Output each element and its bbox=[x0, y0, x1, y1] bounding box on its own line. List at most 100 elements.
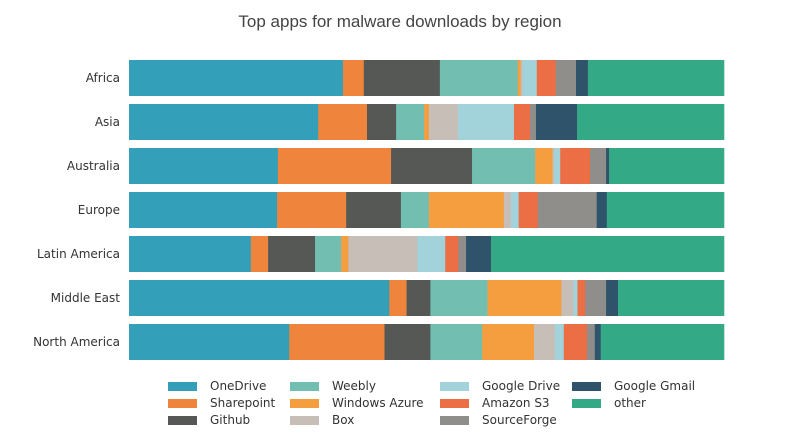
legend-item-sourceforge[interactable]: SourceForge bbox=[440, 412, 557, 428]
legend-item-box[interactable]: Box bbox=[290, 412, 354, 428]
bars-group: Africa – OneDrive: 36Africa – Sharepoint… bbox=[129, 60, 725, 360]
bar-segment-windows-azure: North America – Windows Azure: 8.7 bbox=[482, 324, 535, 360]
bar-segment-weebly: Middle East – Weebly: 9.6 bbox=[430, 280, 488, 316]
legend-item-github[interactable]: Github bbox=[168, 412, 250, 428]
bar-segment-google-gmail: Australia – Google Gmail: 0.5 bbox=[606, 148, 610, 184]
bar-segment-weebly: Europe – Weebly: 4.7 bbox=[400, 192, 430, 228]
bar-segment-sharepoint: Europe – Sharepoint: 11.6 bbox=[277, 192, 347, 228]
legend-item-weebly[interactable]: Weebly bbox=[290, 378, 376, 394]
legend-label: Weebly bbox=[332, 379, 376, 393]
legend-label: Windows Azure bbox=[332, 396, 424, 410]
bar-segment-other: Australia – other: 19.3 bbox=[609, 148, 725, 184]
legend-swatch bbox=[168, 381, 197, 391]
legend-label: Amazon S3 bbox=[482, 396, 550, 410]
bar-segment-other: Asia – other: 24.7 bbox=[577, 104, 725, 140]
legend-swatch bbox=[572, 381, 601, 391]
bar-segment-google-gmail: Europe – Google Gmail: 1.7 bbox=[596, 192, 608, 228]
legend-swatch bbox=[440, 398, 469, 408]
bar-segment-amazon-s3: Asia – Amazon S3: 2.7 bbox=[513, 104, 531, 140]
bar-segment-google-drive: Europe – Google Drive: 1.3 bbox=[510, 192, 520, 228]
bar-segment-google-gmail: Latin America – Google Gmail: 4.2 bbox=[466, 236, 492, 272]
y-tick-label: Africa bbox=[86, 71, 120, 85]
bar-segment-windows-azure: Latin America – Windows Azure: 1.2 bbox=[341, 236, 349, 272]
legend-swatch bbox=[168, 398, 197, 408]
legend-item-google-gmail[interactable]: Google Gmail bbox=[572, 378, 695, 394]
bar-segment-google-gmail: Africa – Google Gmail: 2 bbox=[575, 60, 589, 96]
legend-label: OneDrive bbox=[210, 379, 267, 393]
bar-segment-other: Middle East – other: 17.8 bbox=[617, 280, 725, 316]
bar-segment-google-drive: North America – Google Drive: 1.5 bbox=[554, 324, 565, 360]
bar-segment-sourceforge: Europe – SourceForge: 9.9 bbox=[537, 192, 597, 228]
bar-segment-sharepoint: Africa – Sharepoint: 3.5 bbox=[342, 60, 365, 96]
bar-row-middle-east: Middle East – OneDrive: 43.7Middle East … bbox=[129, 280, 725, 316]
bar-segment-google-drive: Australia – Google Drive: 1 bbox=[554, 148, 561, 184]
legend-label: other bbox=[614, 396, 646, 410]
bar-segment-windows-azure: Africa – Windows Azure: 0.5 bbox=[517, 60, 522, 96]
bar-segment-sharepoint: Australia – Sharepoint: 19 bbox=[277, 148, 392, 184]
bar-segment-other: Latin America – other: 39.2 bbox=[490, 236, 725, 272]
bar-segment-weebly: Australia – Weebly: 10.6 bbox=[472, 148, 536, 184]
bar-segment-amazon-s3: Middle East – Amazon S3: 1.3 bbox=[577, 280, 586, 316]
legend-item-onedrive[interactable]: OneDrive bbox=[168, 378, 266, 394]
y-tick-label: North America bbox=[33, 335, 120, 349]
bar-segment-google-drive: Latin America – Google Drive: 4.7 bbox=[417, 236, 446, 272]
legend-swatch bbox=[290, 381, 319, 391]
bar-segment-google-drive: Middle East – Google Drive: 0.7 bbox=[573, 280, 578, 316]
bar-segment-sourceforge: North America – SourceForge: 1.3 bbox=[587, 324, 596, 360]
bar-segment-amazon-s3: North America – Amazon S3: 3.9 bbox=[563, 324, 588, 360]
bar-segment-sourceforge: Australia – SourceForge: 2.7 bbox=[589, 148, 607, 184]
bar-segment-windows-azure: Europe – Windows Azure: 12.6 bbox=[428, 192, 505, 228]
legend-label: Github bbox=[210, 413, 251, 427]
legend-label: Google Drive bbox=[482, 379, 561, 393]
bar-segment-onedrive: Australia – OneDrive: 25 bbox=[129, 148, 279, 184]
y-tick-label: Europe bbox=[78, 203, 120, 217]
bar-segment-other: North America – other: 20.7 bbox=[600, 324, 725, 360]
bar-segment-github: Latin America – Github: 7.9 bbox=[268, 236, 316, 272]
bar-segment-sourceforge: Asia – SourceForge: 1 bbox=[530, 104, 537, 140]
bar-segment-onedrive: Europe – OneDrive: 24.9 bbox=[129, 192, 278, 228]
y-tick-label: Middle East bbox=[51, 291, 121, 305]
bar-segment-sharepoint: Middle East – Sharepoint: 2.9 bbox=[389, 280, 407, 316]
bar-segment-amazon-s3: Europe – Amazon S3: 3.2 bbox=[518, 192, 539, 228]
bar-segment-weebly: Asia – Weebly: 4.7 bbox=[396, 104, 425, 140]
bar-segment-google-drive: Asia – Google Drive: 9.4 bbox=[458, 104, 515, 140]
bar-segment-github: Middle East – Github: 4 bbox=[406, 280, 431, 316]
bar-segment-windows-azure: Asia – Windows Azure: 0.8 bbox=[424, 104, 430, 140]
y-axis-labels: Africa Asia Australia Europe Latin America Mi… bbox=[33, 71, 120, 349]
legend-label: Box bbox=[332, 413, 355, 427]
legend-item-sharepoint[interactable]: Sharepoint bbox=[168, 395, 275, 411]
legend-item-google-drive[interactable]: Google Drive bbox=[440, 378, 560, 394]
bar-segment-other: Europe – other: 19.7 bbox=[606, 192, 725, 228]
legend-swatch bbox=[440, 415, 469, 425]
bar-segment-box: Africa – Box: 0.3 bbox=[520, 60, 523, 96]
legend-label: Sharepoint bbox=[210, 396, 276, 410]
bar-segment-sharepoint: Latin America – Sharepoint: 2.9 bbox=[250, 236, 269, 272]
bar-row-europe: Europe – OneDrive: 24.9Europe – Sharepoi… bbox=[129, 192, 725, 228]
bar-segment-onedrive: Middle East – OneDrive: 43.7 bbox=[129, 280, 390, 316]
legend-item-windows-azure[interactable]: Windows Azure bbox=[290, 395, 424, 411]
bar-segment-onedrive: Latin America – OneDrive: 20.5 bbox=[129, 236, 252, 272]
bar-segment-github: Europe – Github: 9.2 bbox=[346, 192, 402, 228]
bar-segment-sharepoint: North America – Sharepoint: 16 bbox=[289, 324, 385, 360]
y-tick-label: Latin America bbox=[37, 247, 120, 261]
bar-segment-amazon-s3: Australia – Amazon S3: 5 bbox=[560, 148, 591, 184]
bar-segment-sourceforge: Middle East – SourceForge: 3.5 bbox=[585, 280, 607, 316]
bar-row-north-america: North America – OneDrive: 26.9North Amer… bbox=[129, 324, 725, 360]
bar-segment-github: North America – Github: 7.7 bbox=[384, 324, 431, 360]
legend-swatch bbox=[572, 398, 601, 408]
bar-segment-google-gmail: Middle East – Google Gmail: 2 bbox=[606, 280, 619, 316]
legend-label: Google Gmail bbox=[614, 379, 696, 393]
bar-segment-sourceforge: Latin America – SourceForge: 1.3 bbox=[458, 236, 467, 272]
bar-segment-google-gmail: North America – Google Gmail: 1 bbox=[594, 324, 602, 360]
legend-item-amazon-s3[interactable]: Amazon S3 bbox=[440, 395, 550, 411]
bar-segment-box: Australia – Box: 0.3 bbox=[552, 148, 555, 184]
legend-swatch bbox=[290, 398, 319, 408]
bar-segment-onedrive: Asia – OneDrive: 31.8 bbox=[129, 104, 319, 140]
bar-segment-google-drive: Africa – Google Drive: 2.4 bbox=[522, 60, 538, 96]
stacked-bar-chart: Africa – OneDrive: 36Africa – Sharepoint… bbox=[33, 60, 725, 360]
bar-segment-box: North America – Box: 3.5 bbox=[534, 324, 556, 360]
bar-segment-google-gmail: Asia – Google Gmail: 6.9 bbox=[535, 104, 578, 140]
y-tick-label: Asia bbox=[95, 115, 120, 129]
legend-item-other[interactable]: other bbox=[572, 395, 646, 411]
bar-segment-box: Asia – Box: 4.9 bbox=[428, 104, 459, 140]
